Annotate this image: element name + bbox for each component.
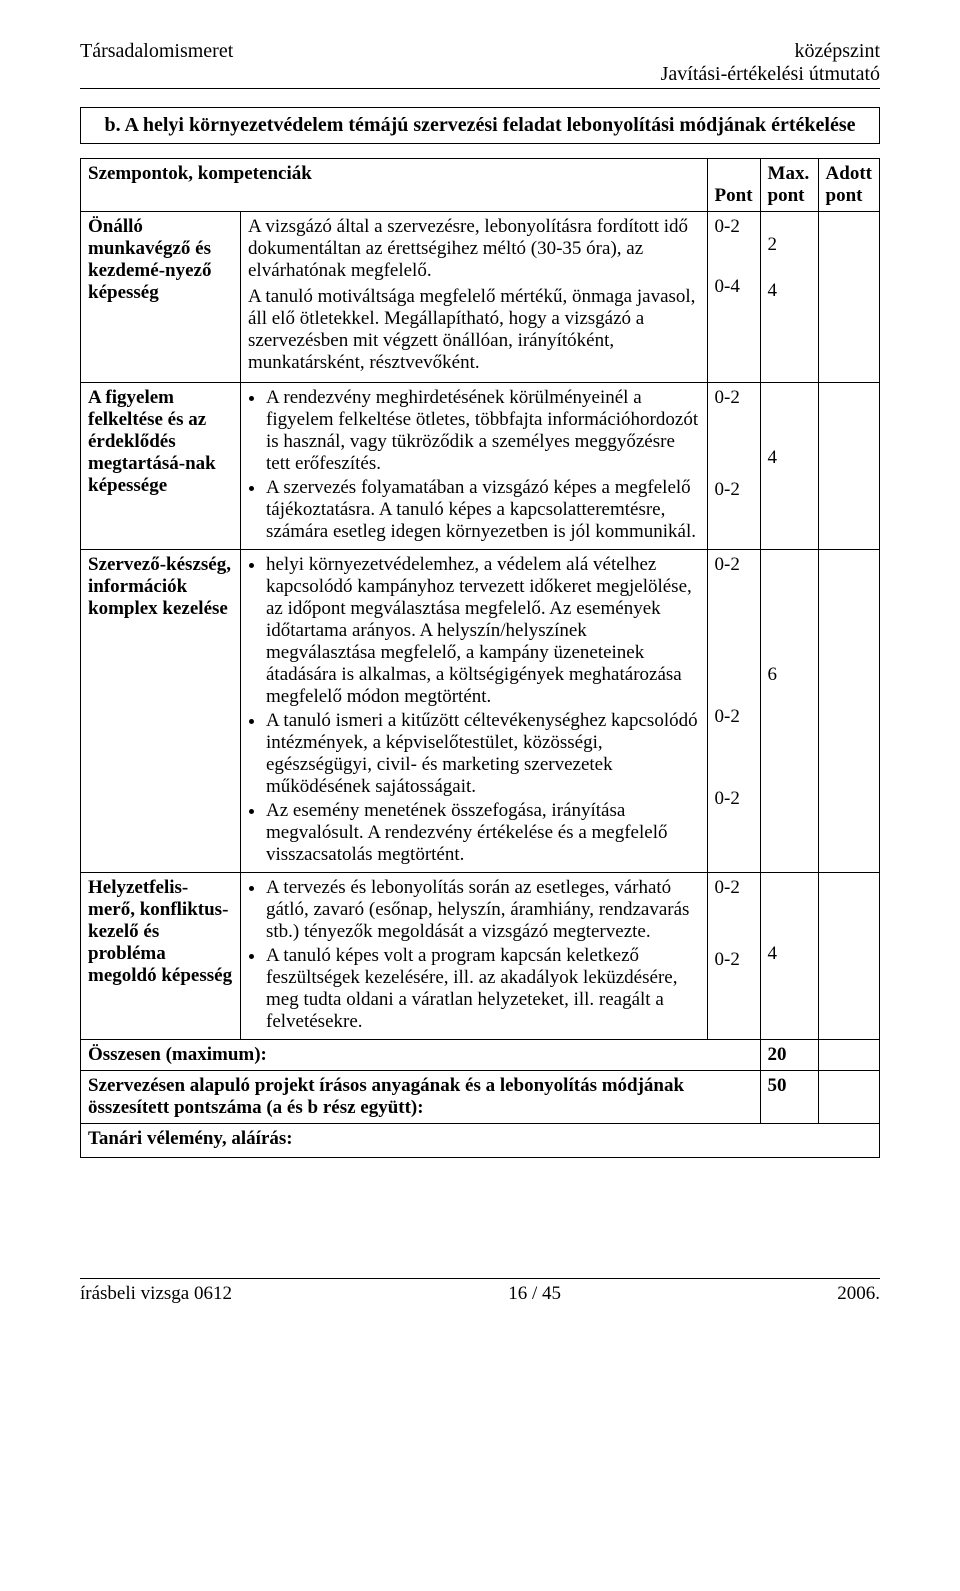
desc-bullet: A tervezés és lebonyolítás során az eset… xyxy=(266,877,700,943)
page-header: Társadalomismeret középszint Javítási-ér… xyxy=(80,40,880,86)
th-adott: Adott pont xyxy=(818,159,879,212)
row-max: 6 xyxy=(760,550,818,873)
rubric-table: Szempontok, kompetenciák Pont Max. pont … xyxy=(80,158,880,1158)
row-pont: 0-2 0-4 xyxy=(707,212,760,383)
th-max: Max. pont xyxy=(760,159,818,212)
row-max: 2 4 xyxy=(760,212,818,383)
row-adott xyxy=(818,550,879,873)
row-label: A figyelem felkeltése és az érdeklődés m… xyxy=(81,383,241,550)
max-value: 4 xyxy=(768,280,811,302)
row-desc: A tervezés és lebonyolítás során az eset… xyxy=(241,873,708,1040)
row-label: Helyzetfelis-merő, konfliktus-kezelő és … xyxy=(81,873,241,1040)
totals-row-osszesen: Összesen (maximum): 20 xyxy=(81,1040,880,1071)
totals-row-tanari: Tanári vélemény, aláírás: xyxy=(81,1124,880,1158)
osszesen-label: Összesen (maximum): xyxy=(81,1040,761,1071)
row-max: 4 xyxy=(760,383,818,550)
header-left: Társadalomismeret xyxy=(80,40,233,86)
row-adott xyxy=(818,873,879,1040)
header-right: középszint Javítási-értékelési útmutató xyxy=(661,40,880,86)
page-container: Társadalomismeret középszint Javítási-ér… xyxy=(0,0,960,1335)
th-szempontok: Szempontok, kompetenciák xyxy=(81,159,708,212)
row-max: 4 xyxy=(760,873,818,1040)
pont-value: 0-2 xyxy=(715,706,753,728)
max-value: 6 xyxy=(768,664,811,686)
desc-bullet: helyi környezetvédelemhez, a védelem alá… xyxy=(266,554,700,708)
th-pont: Pont xyxy=(707,159,760,212)
szerv-adott xyxy=(818,1071,879,1124)
row-adott xyxy=(818,212,879,383)
pont-value: 0-2 xyxy=(715,216,753,238)
footer-center: 16 / 45 xyxy=(508,1283,561,1305)
header-right-line2: Javítási-értékelési útmutató xyxy=(661,63,880,86)
pont-value: 0-2 xyxy=(715,949,753,971)
max-value: 4 xyxy=(768,447,811,469)
max-value: 4 xyxy=(768,943,811,965)
header-rule xyxy=(80,88,880,89)
row-adott xyxy=(818,383,879,550)
header-right-line1: középszint xyxy=(661,40,880,63)
desc-bullet: A tanuló ismeri a kitűzött céltevékenysé… xyxy=(266,710,700,798)
desc-bullet: A szervezés folyamatában a vizsgázó képe… xyxy=(266,477,700,543)
tanari-label: Tanári vélemény, aláírás: xyxy=(81,1124,880,1158)
desc-para: A tanuló motiváltsága megfelelő mértékű,… xyxy=(248,286,700,374)
footer-right: 2006. xyxy=(837,1283,880,1305)
title-box: b. A helyi környezetvédelem témájú szerv… xyxy=(80,107,880,144)
row-pont: 0-2 0-2 0-2 xyxy=(707,550,760,873)
row-label: Önálló munkavégző és kezdemé-nyező képes… xyxy=(81,212,241,383)
pont-value: 0-2 xyxy=(715,877,753,899)
pont-value: 0-2 xyxy=(715,788,753,810)
row-label: Szervező-készség, információk komplex ke… xyxy=(81,550,241,873)
pont-value: 0-4 xyxy=(715,276,753,298)
desc-para: A vizsgázó által a szervezésre, lebonyol… xyxy=(248,216,700,282)
osszesen-adott xyxy=(818,1040,879,1071)
table-row: Önálló munkavégző és kezdemé-nyező képes… xyxy=(81,212,880,383)
table-header-row: Szempontok, kompetenciák Pont Max. pont … xyxy=(81,159,880,212)
pont-value: 0-2 xyxy=(715,479,753,501)
page-footer: írásbeli vizsga 0612 16 / 45 2006. xyxy=(80,1278,880,1305)
row-desc: A vizsgázó által a szervezésre, lebonyol… xyxy=(241,212,708,383)
pont-value: 0-2 xyxy=(715,554,753,576)
table-row: A figyelem felkeltése és az érdeklődés m… xyxy=(81,383,880,550)
max-value: 2 xyxy=(768,234,811,256)
row-pont: 0-2 0-2 xyxy=(707,873,760,1040)
osszesen-value: 20 xyxy=(760,1040,818,1071)
row-pont: 0-2 0-2 xyxy=(707,383,760,550)
footer-left: írásbeli vizsga 0612 xyxy=(80,1283,232,1305)
szerv-label: Szervezésen alapuló projekt írásos anyag… xyxy=(81,1071,761,1124)
desc-bullet: A rendezvény meghirdetésének körülményei… xyxy=(266,387,700,475)
table-row: Szervező-készség, információk komplex ke… xyxy=(81,550,880,873)
desc-bullet: Az esemény menetének összefogása, irányí… xyxy=(266,800,700,866)
table-row: Helyzetfelis-merő, konfliktus-kezelő és … xyxy=(81,873,880,1040)
row-desc: A rendezvény meghirdetésének körülményei… xyxy=(241,383,708,550)
row-desc: helyi környezetvédelemhez, a védelem alá… xyxy=(241,550,708,873)
desc-bullet: A tanuló képes volt a program kapcsán ke… xyxy=(266,945,700,1033)
totals-row-szerv: Szervezésen alapuló projekt írásos anyag… xyxy=(81,1071,880,1124)
szerv-value: 50 xyxy=(760,1071,818,1124)
pont-value: 0-2 xyxy=(715,387,753,409)
